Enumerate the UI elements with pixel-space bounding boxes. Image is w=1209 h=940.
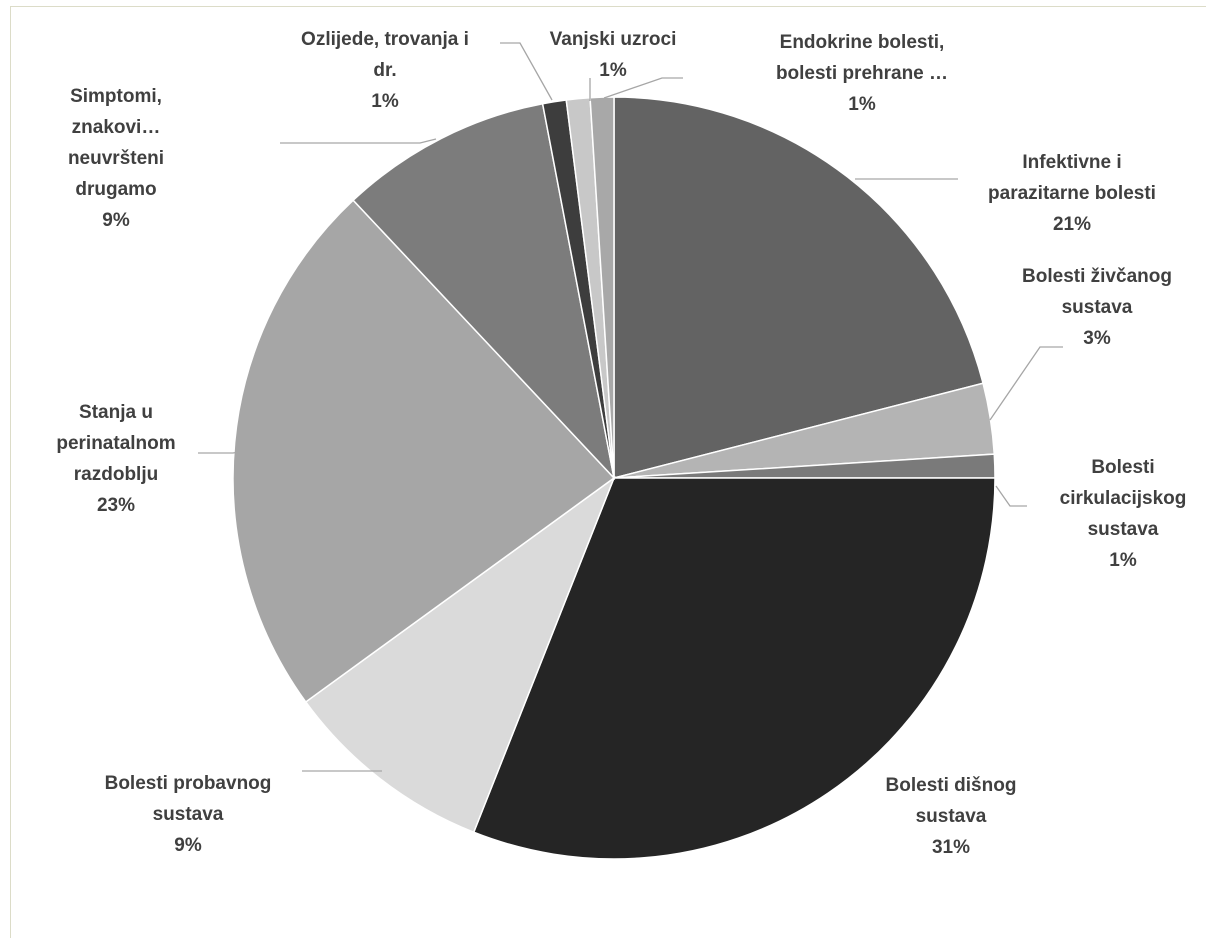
- slice-label-10: Endokrine bolesti, bolesti prehrane … 1%: [776, 32, 948, 115]
- slice-percent-label: 23%: [97, 495, 135, 516]
- slice-label-7: Simptomi, znakovi… neuvršteni drugamo 9%: [68, 86, 164, 231]
- leader-line-7: [280, 138, 437, 144]
- slice-percent-label: 3%: [1083, 328, 1111, 349]
- slice-name-line: sustava: [1088, 519, 1159, 540]
- leader-line-6: [198, 451, 240, 454]
- slice-label-4: Bolesti dišnog sustava 31%: [886, 775, 1017, 858]
- slice-percent-label: 9%: [174, 835, 202, 856]
- slice-percent-label: 1%: [848, 94, 876, 115]
- slice-percent-label: 9%: [102, 210, 130, 231]
- pie-slices: [232, 96, 996, 860]
- slice-label-1: Infektivne i parazitarne bolesti 21%: [988, 152, 1156, 235]
- slice-name-line: Vanjski uzroci: [550, 29, 677, 50]
- slice-percent-label: 1%: [1109, 550, 1137, 571]
- slice-name-line: Bolesti dišnog: [886, 775, 1017, 796]
- slice-name-line: Simptomi,: [70, 86, 162, 107]
- slice-name-line: sustava: [153, 804, 224, 825]
- slice-name-line: razdoblju: [74, 464, 158, 485]
- slice-label-5: Bolesti probavnog sustava 9%: [105, 773, 272, 856]
- slice-name-line: sustava: [916, 806, 987, 827]
- slice-name-line: parazitarne bolesti: [988, 183, 1156, 204]
- slice-percent-label: 1%: [599, 60, 627, 81]
- slice-label-6: Stanja u perinatalnom razdoblju 23%: [56, 402, 175, 516]
- slice-name-line: Infektivne i: [1022, 152, 1121, 173]
- slice-name-line: bolesti prehrane …: [776, 63, 948, 84]
- slice-percent-label: 31%: [932, 837, 970, 858]
- pie-slice-7: [352, 102, 616, 481]
- leader-line-2: [989, 346, 1063, 421]
- pie-slice-4: [472, 477, 996, 860]
- chart-area: [10, 6, 1206, 938]
- slice-name-line: dr.: [373, 60, 396, 81]
- slice-name-line: Endokrine bolesti,: [780, 32, 945, 53]
- leader-lines: [198, 42, 1063, 772]
- slice-name-line: sustava: [1062, 297, 1133, 318]
- slice-name-line: cirkulacijskog: [1060, 488, 1187, 509]
- slice-label-8: Ozlijede, trovanja i dr. 1%: [301, 29, 469, 112]
- slice-percent-label: 21%: [1053, 214, 1091, 235]
- leader-line-10: [603, 77, 683, 99]
- leader-line-3: [995, 485, 1027, 507]
- slice-name-line: Stanja u: [79, 402, 153, 423]
- leader-line-8: [500, 42, 553, 101]
- slice-name-line: znakovi…: [72, 117, 161, 138]
- slice-label-2: Bolesti živčanog sustava 3%: [1022, 266, 1172, 349]
- slice-name-line: perinatalnom: [56, 433, 175, 454]
- slice-label-9: Vanjski uzroci 1%: [550, 29, 677, 81]
- pie-slice-5: [304, 475, 616, 834]
- slice-name-line: Bolesti: [1091, 457, 1154, 478]
- pie-slice-1: [613, 96, 984, 479]
- slice-name-line: Bolesti probavnog: [105, 773, 272, 794]
- slice-name-line: Bolesti živčanog: [1022, 266, 1172, 287]
- slice-labels: Infektivne i parazitarne bolesti 21% Bolest…: [56, 29, 1186, 858]
- slice-name-line: drugamo: [75, 179, 156, 200]
- pie-slice-6: [232, 199, 616, 703]
- slice-name-line: Ozlijede, trovanja i: [301, 29, 469, 50]
- slice-label-3: Bolesti cirkulacijskog sustava 1%: [1060, 457, 1187, 571]
- slice-name-line: neuvršteni: [68, 148, 164, 169]
- slice-percent-label: 1%: [371, 91, 399, 112]
